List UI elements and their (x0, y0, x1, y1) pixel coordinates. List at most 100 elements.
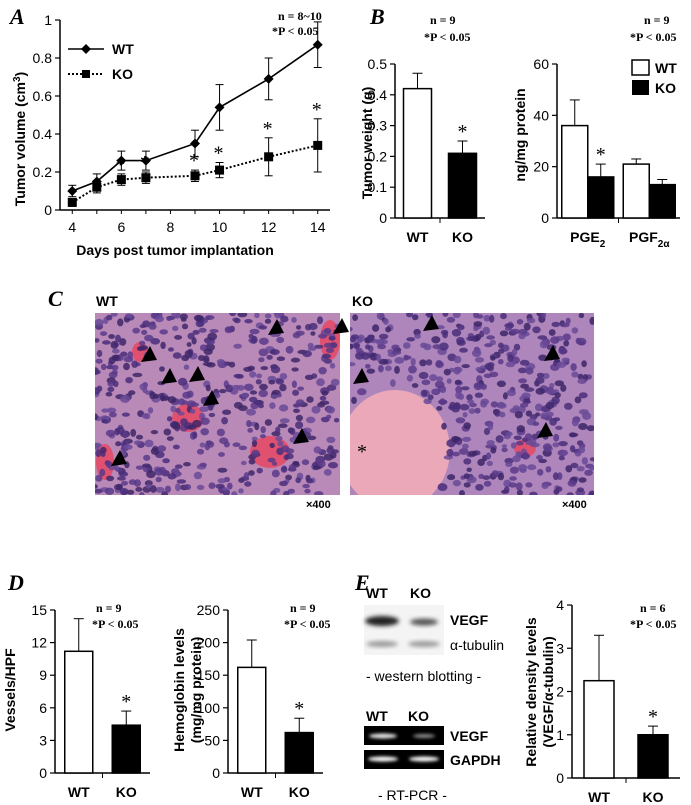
nucleus (244, 481, 252, 487)
a-wt-point (190, 138, 200, 149)
d2-y-tick-label: 150 (197, 667, 221, 683)
nucleus (515, 451, 522, 457)
nucleus (266, 354, 273, 360)
nucleus (233, 401, 243, 409)
nucleus (200, 417, 210, 425)
nucleus (463, 422, 472, 430)
nucleus (115, 334, 121, 343)
nucleus (292, 389, 300, 396)
nucleus (466, 467, 472, 473)
pcr-gel-vegf (364, 726, 444, 745)
nucleus (119, 338, 127, 346)
nucleus (489, 314, 495, 323)
nucleus (306, 396, 314, 403)
nucleus (264, 313, 272, 319)
nucleus (95, 449, 102, 458)
nucleus (578, 423, 588, 430)
wb-wt-label: WT (366, 585, 388, 601)
nucleus (461, 386, 470, 391)
nucleus (323, 342, 334, 348)
nucleus (184, 350, 193, 358)
nucleus (350, 327, 353, 332)
nucleus (581, 360, 587, 368)
nucleus (246, 420, 252, 428)
nucleus (521, 392, 531, 399)
nucleus (274, 313, 282, 319)
nucleus (224, 326, 233, 333)
nucleus (176, 479, 187, 484)
nucleus (100, 331, 108, 336)
nucleus (114, 428, 120, 436)
vegf-density-chart: n = 6 *P < 0.05 Relative density levels … (523, 597, 680, 805)
nucleus (406, 374, 413, 382)
nucleus (217, 478, 227, 484)
nucleus (486, 335, 495, 340)
e-stat-n: n = 6 (640, 601, 666, 615)
b1-y-tick-label: 0.1 (368, 179, 388, 195)
nucleus (529, 442, 540, 448)
b1-bar-wt (402, 87, 433, 219)
nucleus (577, 378, 587, 385)
nucleus (217, 467, 228, 473)
nucleus (251, 439, 258, 448)
nucleus (141, 329, 148, 335)
nucleus (516, 425, 525, 433)
nucleus (558, 347, 567, 355)
nucleus (536, 372, 545, 378)
nucleus (139, 492, 145, 495)
nucleus (518, 328, 528, 335)
nucleus (285, 453, 294, 460)
nucleus (247, 365, 255, 371)
nucleus (314, 491, 324, 495)
nucleus (391, 350, 402, 355)
nucleus (483, 427, 491, 436)
nucleus (394, 357, 405, 364)
nucleus (232, 442, 241, 448)
nucleus (229, 313, 237, 317)
nucleus (451, 329, 462, 337)
a-wt-point (67, 186, 78, 196)
nucleus (144, 439, 154, 448)
nucleus (189, 408, 196, 414)
nucleus (588, 490, 594, 495)
nucleus (149, 391, 157, 400)
wb-ko-label: KO (410, 585, 431, 601)
nucleus (279, 383, 287, 392)
nucleus (579, 409, 589, 415)
pcr-caption: - RT-PCR - (378, 787, 447, 803)
nucleus (577, 373, 584, 380)
nucleus (293, 408, 300, 413)
a-significance-star: * (189, 150, 199, 172)
d1-significance-star: * (121, 691, 131, 713)
d1-y-tick-label: 15 (31, 602, 47, 618)
nucleus (467, 450, 478, 457)
e-stat-p: *P < 0.05 (630, 617, 677, 631)
nucleus (136, 346, 144, 352)
nucleus (95, 442, 102, 448)
nucleus (532, 326, 541, 334)
nucleus (406, 337, 416, 342)
nucleus (536, 455, 543, 460)
nucleus (453, 366, 461, 375)
nucleus (507, 354, 514, 362)
nucleus (532, 421, 540, 426)
nucleus (550, 336, 560, 344)
nucleus (95, 369, 101, 375)
nucleus (453, 355, 462, 364)
nucleus (355, 352, 364, 360)
nucleus (509, 476, 517, 481)
nucleus (193, 314, 203, 322)
b1-y-tick-label: 0.2 (368, 148, 388, 164)
nucleus (474, 392, 483, 398)
nucleus (350, 343, 354, 350)
nucleus (542, 443, 552, 451)
nucleus (175, 408, 181, 413)
e-bar-ko (637, 734, 669, 779)
nucleus (567, 480, 577, 487)
nucleus (159, 329, 168, 335)
nucleus (159, 366, 165, 372)
nucleus (115, 441, 121, 447)
b1-y-tick-label: 0.3 (368, 118, 388, 134)
nucleus (561, 357, 570, 363)
nucleus (165, 485, 171, 493)
